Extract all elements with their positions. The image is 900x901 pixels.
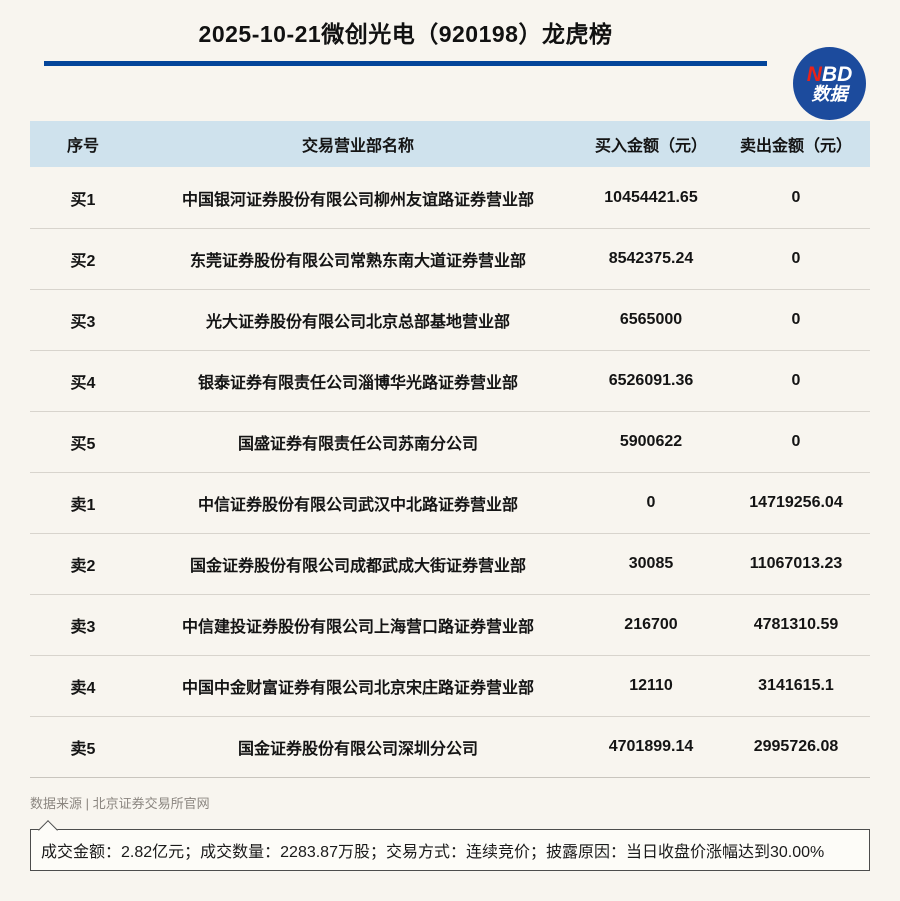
row-index: 卖2 [70,558,96,575]
row-broker-name: 国金证券股份有限公司成都武成大街证券营业部 [189,558,526,575]
logo-letter-n: N [806,62,822,86]
row-broker-name: 光大证券股份有限公司北京总部基地营业部 [205,314,510,331]
row-broker-name: 中信证券股份有限公司武汉中北路证券营业部 [197,497,518,514]
row-buy-amount: 6565000 [619,311,683,328]
table-header-row: 序号 交易营业部名称 买入金额（元） 卖出金额（元） [30,121,870,167]
row-sell-amount: 11067013.23 [749,555,843,572]
table-row: 卖2 国金证券股份有限公司成都武成大街证券营业部 30085 11067013.… [30,533,870,594]
row-index: 买2 [70,253,96,270]
col-header-index: 序号 [66,138,99,155]
row-buy-amount: 10454421.65 [604,188,698,206]
header: 2025-10-21微创光电（920198）龙虎榜 NBD 数据 [0,21,900,120]
title-area: 2025-10-21微创光电（920198）龙虎榜 [44,21,767,66]
col-header-buy: 买入金额（元） [594,138,707,155]
row-buy-amount: 4701899.14 [608,738,694,755]
row-index: 卖4 [70,680,96,697]
summary-note-box: 成交金额：2.82亿元；成交数量：2283.87万股；交易方式：连续竞价；披露原… [30,829,870,871]
row-broker-name: 中国银河证券股份有限公司柳州友谊路证券营业部 [181,191,534,209]
logo-nbd-text: NBD [806,62,853,86]
summary-note-text: 成交金额：2.82亿元；成交数量：2283.87万股；交易方式：连续竞价；披露原… [41,844,825,861]
data-source-text: 数据来源 | 北京证券交易所官网 [30,796,210,811]
row-sell-amount: 0 [791,433,801,450]
col-header-sell: 卖出金额（元） [739,138,852,155]
row-sell-amount: 0 [791,250,801,267]
row-index: 卖3 [70,619,96,636]
row-buy-amount: 5900622 [619,433,683,450]
table-row: 买2 东莞证券股份有限公司常熟东南大道证券营业部 8542375.24 0 [30,228,870,289]
nbd-logo: NBD 数据 [793,47,866,120]
table-row: 卖3 中信建投证券股份有限公司上海营口路证券营业部 216700 4781310… [30,594,870,655]
row-index: 买3 [70,314,96,331]
table-row: 卖4 中国中金财富证券有限公司北京宋庄路证券营业部 12110 3141615.… [30,655,870,716]
page-title: 2025-10-21微创光电（920198）龙虎榜 [198,21,613,47]
row-buy-amount: 8542375.24 [608,250,694,267]
row-index: 买1 [70,191,96,209]
row-sell-amount: 3141615.1 [758,677,834,694]
row-broker-name: 东莞证券股份有限公司常熟东南大道证券营业部 [189,253,526,270]
row-buy-amount: 6526091.36 [608,372,694,389]
table-row: 买1 中国银河证券股份有限公司柳州友谊路证券营业部 10454421.65 0 [30,167,870,228]
row-buy-amount: 216700 [624,616,678,633]
row-index: 卖5 [70,741,96,758]
row-broker-name: 中信建投证券股份有限公司上海营口路证券营业部 [181,619,534,636]
row-sell-amount: 0 [791,372,801,389]
row-index: 卖1 [70,497,96,514]
row-broker-name: 银泰证券有限责任公司淄博华光路证券营业部 [197,375,518,392]
table-row: 买4 银泰证券有限责任公司淄博华光路证券营业部 6526091.36 0 [30,350,870,411]
logo-letters-bd: BD [821,62,853,86]
lhb-table: 序号 交易营业部名称 买入金额（元） 卖出金额（元） 买1 中国银河证券股份有限… [30,121,870,778]
row-buy-amount: 12110 [629,677,673,694]
row-broker-name: 国金证券股份有限公司深圳分公司 [237,741,478,758]
col-header-broker: 交易营业部名称 [301,138,414,155]
table-row: 买3 光大证券股份有限公司北京总部基地营业部 6565000 0 [30,289,870,350]
row-broker-name: 中国中金财富证券有限公司北京宋庄路证券营业部 [181,680,534,697]
row-index: 买4 [70,375,96,392]
logo-subtext: 数据 [811,84,848,105]
row-buy-amount: 0 [646,494,656,511]
row-sell-amount: 2995726.08 [753,738,839,755]
title-underline [44,61,767,66]
row-sell-amount: 4781310.59 [753,616,839,633]
row-sell-amount: 0 [791,188,801,206]
row-sell-amount: 0 [791,311,801,328]
table-row: 卖1 中信证券股份有限公司武汉中北路证券营业部 0 14719256.04 [30,472,870,533]
table-row: 买5 国盛证券有限责任公司苏南分公司 5900622 0 [30,411,870,472]
row-index: 买5 [70,436,96,453]
row-sell-amount: 14719256.04 [749,494,843,511]
row-buy-amount: 30085 [628,555,674,572]
row-broker-name: 国盛证券有限责任公司苏南分公司 [237,436,478,453]
table-row: 卖5 国金证券股份有限公司深圳分公司 4701899.14 2995726.08 [30,716,870,777]
